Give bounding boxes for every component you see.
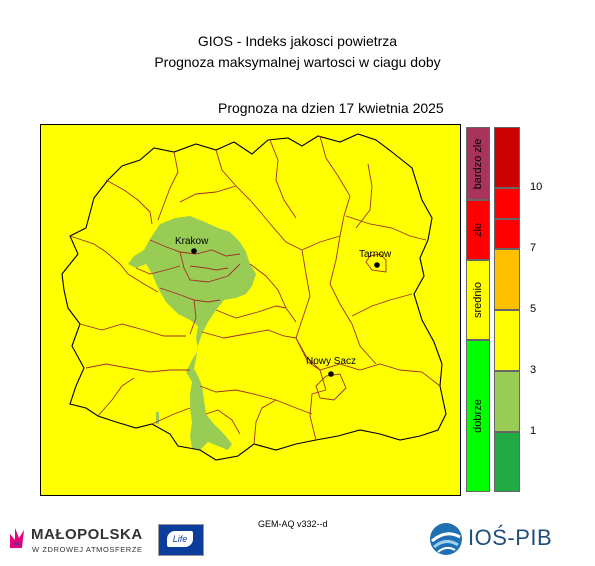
good-air-area [128, 216, 256, 450]
city-label: Krakow [175, 236, 209, 247]
city-nowy-sacz: Nowy Sacz [306, 356, 356, 377]
eu-life-logo: Life [158, 524, 204, 556]
category-srednio: srednio [466, 260, 490, 340]
category-dobrze: dobrze [466, 340, 490, 492]
ios-name: IOŚ-PIB [468, 525, 553, 550]
category-zle: zle [466, 200, 490, 260]
county-borders [69, 135, 441, 445]
colorbar-segment [494, 127, 520, 188]
colorbar-tick: 10 [530, 181, 543, 193]
city-label: Tarnow [359, 249, 392, 260]
colorbar-tick: 1 [530, 425, 537, 437]
colorbar-segment [494, 432, 520, 492]
city-label: Nowy Sacz [306, 356, 356, 367]
malopolska-slogan: W ZDROWEJ ATMOSFERZE [32, 545, 143, 554]
colorbar-segment [494, 310, 520, 371]
colorbar-segment [494, 188, 520, 219]
category-bardzo-zle: bardzo zle [466, 127, 490, 200]
colorbar-tick: 3 [530, 364, 537, 376]
map-title: GIOS - Indeks jakosci powietrza [197, 33, 398, 49]
colorbar-segment [494, 249, 520, 310]
colorbar-tick: 5 [530, 303, 537, 315]
forecast-date: Prognoza na dzien 17 kwietnia 2025 [218, 100, 444, 116]
model-label: GEM-AQ v332--d [258, 519, 328, 529]
region-outline [61, 133, 447, 461]
colorbar-segment [494, 371, 520, 432]
air-quality-map: Krakow Tarnow Nowy Sacz [40, 124, 461, 496]
colorbar-tick: 7 [530, 242, 537, 254]
ios-pib-logo: IOŚ-PIB [426, 520, 566, 560]
map-subtitle: Prognoza maksymalnej wartosci w ciagu do… [154, 54, 441, 70]
malopolska-name: MAŁOPOLSKA [31, 526, 143, 543]
city-tarnow: Tarnow [359, 249, 392, 268]
city-krakow: Krakow [175, 236, 209, 254]
category-legend: bardzo zle zle srednio dobrze [466, 127, 490, 492]
colorbar-segment [494, 219, 520, 249]
city-marker [328, 371, 334, 377]
ios-emblem-icon [430, 523, 462, 555]
city-marker [374, 262, 380, 268]
malopolska-logo: MAŁOPOLSKA W ZDROWEJ ATMOSFERZE [6, 522, 156, 562]
map-background [40, 124, 461, 496]
index-colorbar [494, 127, 520, 492]
city-marker [191, 248, 197, 254]
life-label: Life [167, 531, 193, 547]
malopolska-emblem-icon [10, 528, 24, 548]
